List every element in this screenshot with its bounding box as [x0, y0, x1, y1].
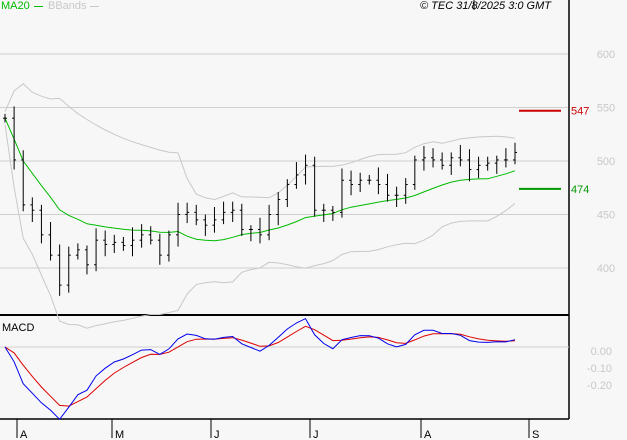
x-tick-label: J	[313, 429, 319, 440]
x-tick-label: S	[532, 429, 539, 440]
y-tick-label: 600	[597, 49, 615, 61]
x-tick-label: M	[115, 429, 124, 440]
legend-ma20-swatch	[34, 6, 43, 7]
bollinger-lower	[4, 124, 516, 329]
macd-signal-line	[4, 325, 516, 407]
x-tick-label: A	[424, 429, 432, 440]
support-level-label: 474	[571, 184, 589, 196]
macd-line	[4, 317, 516, 421]
x-tick-label: J	[214, 429, 220, 440]
macd-tick-label: -0.10	[587, 363, 612, 375]
macd-tick-label: 0.00	[591, 346, 612, 358]
y-tick-label: 550	[597, 103, 615, 115]
macd-tick-label: -0.20	[587, 380, 612, 392]
copyright-text: © TEC 31/8/2025 3:0 GMT	[420, 0, 551, 12]
y-tick-label: 450	[597, 210, 615, 222]
resistance-level-label: 547	[571, 106, 589, 118]
legend-ma20: MA20	[1, 0, 30, 12]
y-tick-label: 500	[597, 156, 615, 168]
macd-title: MACD	[2, 322, 35, 334]
y-tick-label: 400	[597, 263, 615, 275]
x-tick-label: A	[20, 429, 28, 440]
bollinger-upper	[4, 83, 516, 201]
legend-bbands-swatch	[90, 6, 99, 7]
legend-bbands: BBands	[48, 0, 87, 12]
